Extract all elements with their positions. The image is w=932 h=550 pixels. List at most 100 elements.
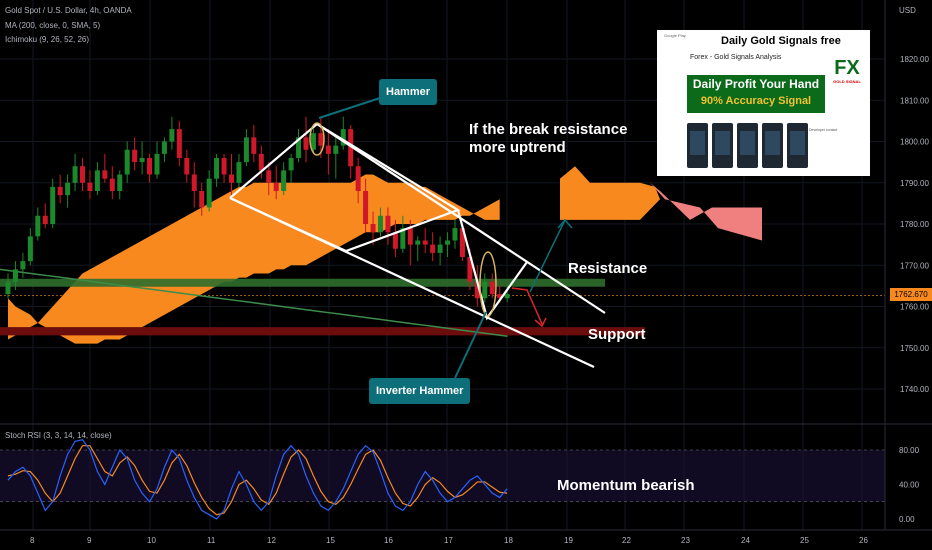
- uptrend-arrow: [529, 219, 566, 293]
- candle-body: [415, 240, 421, 245]
- stoch-legend: Stoch RSI (3, 3, 14, 14, close): [5, 431, 112, 440]
- candle-body: [258, 153, 264, 171]
- time-tick-label: 22: [622, 536, 631, 545]
- candle-body: [236, 162, 242, 183]
- stoch-k-line: [7, 438, 508, 520]
- stoch-d-line: [7, 445, 508, 516]
- candle-body: [348, 129, 354, 167]
- candle-body: [184, 158, 190, 175]
- candle-body: [57, 186, 63, 196]
- ad-banner: Daily Profit Your Hand 90% Accuracy Sign…: [687, 75, 825, 113]
- logo-sub: GOLD SIGNAL: [833, 79, 861, 84]
- candle-body: [325, 145, 331, 154]
- candle-body: [191, 174, 197, 191]
- candle-body: [437, 244, 443, 253]
- time-tick-label: 15: [326, 536, 335, 545]
- resistance-band: [0, 278, 605, 287]
- candle-body: [266, 170, 272, 183]
- price-tick-label: 1780.00: [900, 220, 929, 229]
- phone-screenshot: [762, 123, 783, 168]
- candle-body: [422, 240, 428, 245]
- time-tick-label: 16: [384, 536, 393, 545]
- time-tick-label: 23: [681, 536, 690, 545]
- ichimoku-cloud-bearish: [650, 182, 762, 241]
- candle-body: [206, 178, 212, 208]
- candle-body: [281, 170, 287, 191]
- price-tick-label: 1800.00: [900, 138, 929, 147]
- candle-body: [445, 240, 451, 245]
- momentum-label: Momentum bearish: [557, 477, 695, 494]
- candle-body: [378, 215, 383, 233]
- price-tick-label: 1790.00: [900, 179, 929, 188]
- ichimoku-cloud: [8, 174, 500, 344]
- inverter-hammer-pointer: [454, 311, 487, 379]
- developer-contact: Developer contact: [809, 128, 838, 132]
- candle-body: [12, 269, 18, 282]
- banner-line2: 90% Accuracy Signal: [700, 95, 812, 107]
- ichimoku-legend: Ichimoku (9, 26, 52, 26): [5, 35, 90, 44]
- candle-body: [318, 133, 324, 146]
- candle-body: [169, 129, 175, 142]
- candle-body: [385, 215, 391, 233]
- candle-body: [199, 191, 205, 208]
- falling-channel-pattern: [456, 209, 528, 321]
- candle-body: [452, 228, 458, 241]
- candle-body: [176, 129, 182, 158]
- candle-body: [296, 137, 302, 158]
- ad-subtitle: Forex - Gold Signals Analysis: [690, 54, 782, 61]
- symbol-legend: Gold Spot / U.S. Dollar, 4h, OANDA: [5, 6, 132, 15]
- candle-body: [355, 166, 361, 191]
- candle-body: [27, 236, 33, 262]
- candle-body: [407, 228, 413, 245]
- ichimoku-cloud-extension: [560, 166, 660, 220]
- candle-body: [72, 166, 78, 183]
- candle-body: [50, 186, 56, 224]
- price-tick-label: 1810.00: [900, 96, 929, 105]
- time-tick-label: 26: [859, 536, 868, 545]
- price-label: 1762.670: [890, 288, 932, 301]
- logo-text: FX: [834, 57, 860, 79]
- candle-body: [87, 182, 93, 191]
- candle-body: [430, 244, 436, 253]
- candle-body: [102, 170, 108, 179]
- candle-body: [273, 182, 279, 191]
- candle-body: [340, 129, 346, 146]
- time-tick-label: 12: [267, 536, 276, 545]
- time-tick-label: 8: [30, 536, 35, 545]
- lower-trendline: [229, 197, 595, 368]
- candle-body: [20, 261, 26, 270]
- candle-body: [310, 133, 316, 150]
- candle-body: [132, 149, 138, 163]
- candle-body: [65, 182, 71, 196]
- candle-body: [109, 178, 115, 191]
- hammer-pointer: [318, 97, 381, 119]
- candle-body: [251, 137, 257, 154]
- candle-body: [80, 166, 85, 183]
- hammer-highlight: [309, 122, 325, 156]
- phone-screenshot: [787, 123, 808, 168]
- stoch-tick-label: 0.00: [899, 515, 915, 524]
- break-text-line1: If the break resistance: [469, 121, 628, 138]
- phone-screenshot: [687, 123, 708, 168]
- candle-body: [482, 281, 488, 299]
- downtrend-arrow: [511, 287, 543, 325]
- time-tick-label: 9: [87, 536, 92, 545]
- resistance-label: Resistance: [568, 260, 648, 277]
- candle-body: [161, 141, 167, 154]
- time-tick-label: 17: [444, 536, 453, 545]
- candle-body: [392, 232, 398, 249]
- support-label: Support: [588, 326, 646, 343]
- break-text-line2: more uptrend: [469, 139, 566, 156]
- phone-screenshot: [737, 123, 758, 168]
- price-tick-label: 1740.00: [900, 385, 929, 394]
- currency-label: USD: [899, 6, 916, 15]
- candle-body: [363, 191, 369, 224]
- candle-body: [459, 228, 465, 257]
- phone-screenshot: [712, 123, 733, 168]
- time-tick-label: 19: [564, 536, 573, 545]
- candle-body: [489, 281, 495, 295]
- ad-panel[interactable]: Google Play Daily Gold Signals free Fore…: [657, 30, 870, 176]
- ad-title: Daily Gold Signals free: [721, 35, 841, 47]
